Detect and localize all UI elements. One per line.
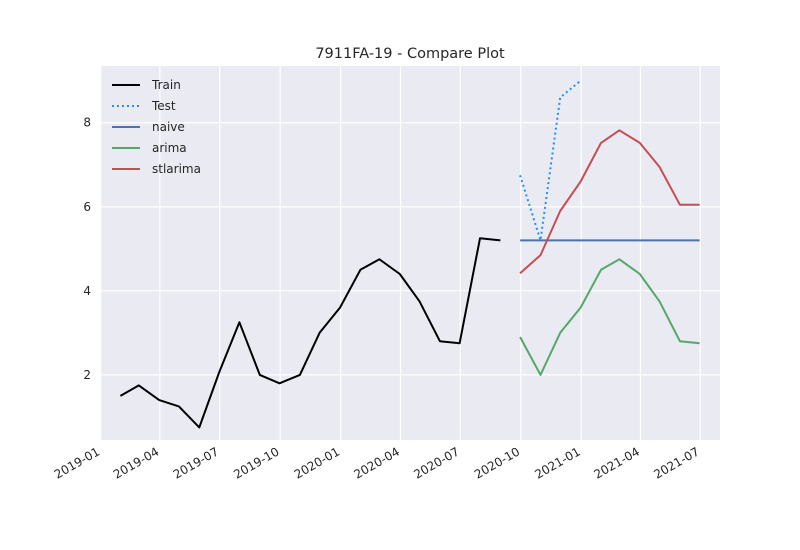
grid-lines <box>100 66 720 440</box>
series-line-test <box>519 79 582 242</box>
legend-label-test: Test <box>151 99 176 113</box>
plot-area <box>100 66 720 440</box>
legend-label-stlarima: stlarima <box>152 162 201 176</box>
series-line-train <box>119 237 501 429</box>
legend-label-arima: arima <box>152 141 187 155</box>
series-line-stlarima <box>519 129 700 274</box>
legend: Train Test naive arima stlarima <box>112 78 201 176</box>
y-tick-label: 4 <box>83 284 91 298</box>
legend-label-train: Train <box>151 78 181 92</box>
legend-label-naive: naive <box>152 120 185 134</box>
y-tick-label: 8 <box>83 116 91 130</box>
y-tick-label: 6 <box>83 200 91 214</box>
y-tick-label: 2 <box>83 368 91 382</box>
series-line-arima <box>519 258 700 376</box>
chart-title: 7911FA-19 - Compare Plot <box>315 46 505 62</box>
series-lines <box>119 79 700 429</box>
